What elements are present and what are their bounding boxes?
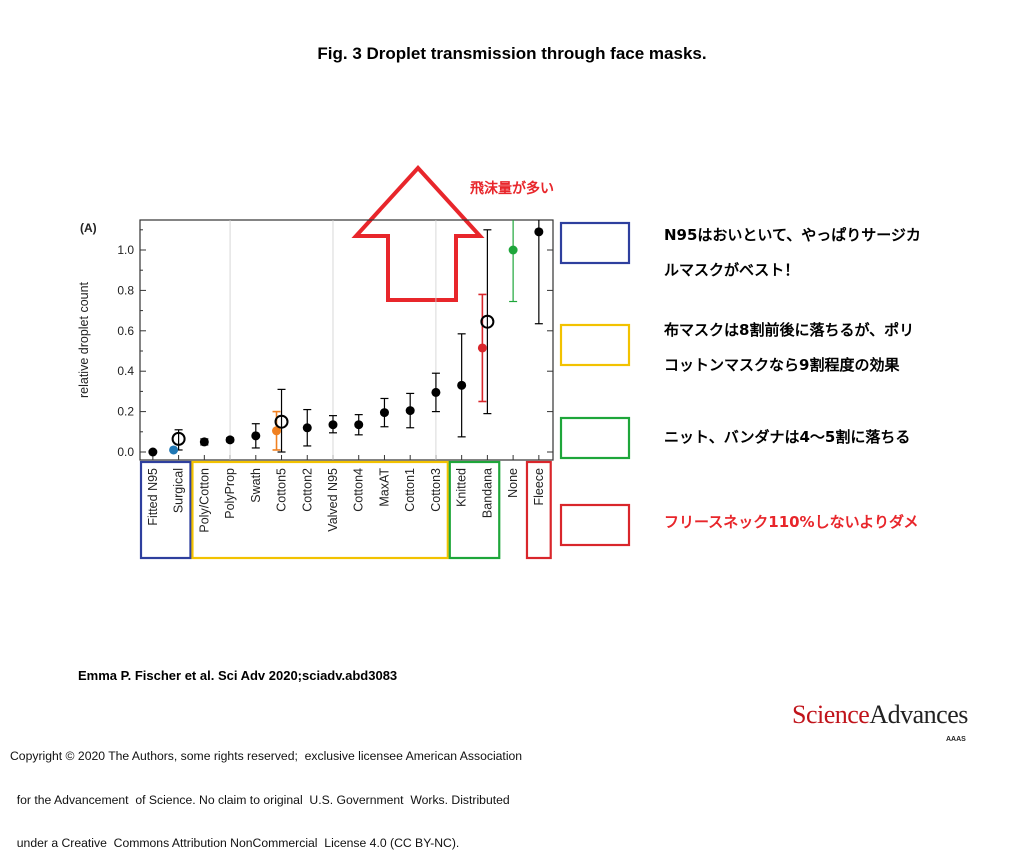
y-tick-label: 1.0 bbox=[117, 243, 134, 257]
data-point bbox=[148, 447, 158, 457]
data-point bbox=[328, 420, 338, 430]
x-tick-label: Fleece bbox=[532, 468, 546, 506]
x-tick-label: PolyProp bbox=[223, 468, 237, 519]
data-point bbox=[354, 420, 364, 430]
legend-box-green bbox=[559, 416, 631, 460]
data-point bbox=[225, 435, 235, 445]
x-tick-label: Cotton3 bbox=[429, 468, 443, 512]
copyright-notice: Copyright © 2020 The Authors, some right… bbox=[10, 720, 522, 865]
data-point bbox=[171, 431, 186, 446]
aaas-logo: AAAS bbox=[946, 736, 966, 743]
x-tick-label: Knitted bbox=[455, 468, 469, 507]
copyright-line: under a Creative Commons Attribution Non… bbox=[10, 836, 460, 850]
legend-box-blue bbox=[559, 221, 631, 265]
science-advances-logo: ScienceAdvances bbox=[792, 700, 968, 729]
copyright-line: for the Advancement of Science. No claim… bbox=[10, 792, 510, 807]
group-boxes bbox=[139, 460, 552, 560]
annotation: フリースネック110%しないよりダメ bbox=[664, 505, 919, 540]
data-point bbox=[251, 431, 261, 441]
droplet-chart: 0.0 0.2 0.4 0.6 0.8 1.0 relative droplet count… bbox=[77, 165, 631, 560]
annotation-line: ルマスクがベスト！ bbox=[664, 261, 800, 279]
data-point bbox=[302, 423, 312, 433]
y-tick-label: 0.2 bbox=[117, 405, 134, 419]
x-tick-label: Swath bbox=[249, 468, 263, 503]
x-tick-label: Poly/Cotton bbox=[197, 468, 211, 533]
data-point bbox=[534, 227, 544, 237]
arrow-label: 飛沫量が多い bbox=[470, 181, 554, 197]
group-box-yellow bbox=[191, 460, 449, 560]
x-tick-label: Fitted N95 bbox=[146, 468, 160, 526]
citation: Emma P. Fischer et al. Sci Adv 2020;scia… bbox=[78, 668, 398, 683]
y-axis-label: relative droplet count bbox=[77, 281, 91, 398]
data-point bbox=[477, 343, 487, 353]
x-tick-label: Cotton1 bbox=[403, 468, 417, 512]
data-point bbox=[169, 445, 179, 455]
copyright-line: Copyright © 2020 The Authors, some right… bbox=[10, 749, 523, 763]
annotation-line: ニット、バンダナは4～5割に落ちる bbox=[664, 428, 911, 446]
figure-title: Fig. 3 Droplet transmission through face… bbox=[317, 44, 707, 63]
category-labels: Fitted N95 Surgical Poly/Cotton PolyProp Swa… bbox=[146, 468, 546, 533]
panel-label: (A) bbox=[80, 221, 97, 235]
x-tick-label: Surgical bbox=[172, 468, 186, 513]
data-point bbox=[199, 437, 209, 447]
legend-box-red bbox=[559, 503, 631, 547]
up-arrow-annotation bbox=[351, 165, 485, 302]
y-tick-label: 0.4 bbox=[117, 364, 134, 378]
chart-axes: 0.0 0.2 0.4 0.6 0.8 1.0 relative droplet count… bbox=[77, 219, 554, 461]
group-box-green bbox=[448, 460, 501, 560]
x-tick-label: Cotton2 bbox=[300, 468, 314, 512]
x-tick-label: MaxAT bbox=[377, 468, 391, 507]
annotation-line: 布マスクは8割前後に落ちるが、ポリ bbox=[664, 321, 915, 339]
data-point bbox=[379, 408, 389, 418]
data-point bbox=[508, 245, 518, 255]
data-point bbox=[405, 406, 415, 416]
annotation-line: N95はおいといて、やっぱりサージカ bbox=[664, 226, 921, 244]
group-box-red bbox=[525, 460, 552, 560]
x-tick-label: Valved N95 bbox=[326, 468, 340, 532]
group-box-blue bbox=[139, 460, 192, 560]
up-arrow-icon bbox=[351, 165, 485, 302]
x-tick-label: None bbox=[506, 468, 520, 498]
x-tick-label: Cotton4 bbox=[352, 468, 366, 512]
data-point bbox=[274, 414, 289, 429]
data-point bbox=[480, 314, 495, 329]
y-tick-label: 0.0 bbox=[117, 445, 134, 459]
x-tick-label: Bandana bbox=[480, 468, 494, 518]
annotation: 布マスクは8割前後に落ちるが、ポリ コットンマスクなら9割程度の効果 bbox=[664, 313, 914, 383]
plot-frame bbox=[139, 219, 554, 461]
annotation-line: フリースネック110%しないよりダメ bbox=[664, 513, 919, 531]
data-points bbox=[148, 227, 544, 457]
x-tick-label: Cotton5 bbox=[275, 468, 289, 512]
legend-box-yellow bbox=[559, 323, 631, 367]
annotation-line: コットンマスクなら9割程度の効果 bbox=[664, 356, 900, 374]
data-point bbox=[272, 426, 282, 436]
y-tick-label: 0.8 bbox=[117, 283, 134, 297]
data-point bbox=[457, 380, 467, 390]
data-point bbox=[431, 387, 441, 397]
annotation: N95はおいといて、やっぱりサージカ ルマスクがベスト！ bbox=[664, 218, 921, 288]
annotation: ニット、バンダナは4～5割に落ちる bbox=[664, 420, 910, 455]
legend-boxes bbox=[559, 221, 631, 547]
y-tick-label: 0.6 bbox=[117, 324, 134, 338]
